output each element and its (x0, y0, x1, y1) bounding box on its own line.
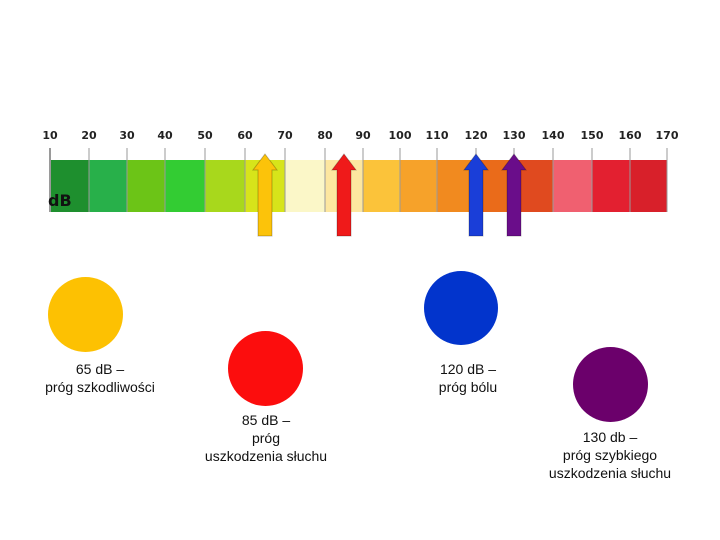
caption-65db: 65 dB – próg szkodliwości (10, 360, 190, 396)
scale-segment (553, 160, 592, 212)
arrow-65db-icon (252, 153, 278, 237)
scale-tick-label: 130 (503, 129, 526, 142)
marker-circle-130db (573, 347, 648, 422)
scale-arrows (252, 153, 527, 237)
scale-segment (165, 160, 205, 212)
scale-segment (205, 160, 245, 212)
marker-circle-120db (424, 271, 498, 345)
arrow-85db-icon (331, 153, 357, 237)
unit-label: dB (48, 191, 72, 210)
scale-tick-label: 120 (465, 129, 488, 142)
caption-65db-line-2: próg szkodliwości (45, 379, 155, 395)
scale-tick-label: 150 (581, 129, 604, 142)
scale-color-bar (50, 160, 667, 212)
caption-130db-line-3: uszkodzenia słuchu (548, 465, 672, 481)
caption-130db: 130 db – próg szybkiego uszkodzenia słuc… (520, 428, 700, 482)
caption-130db-line-2: próg szybkiego (562, 447, 658, 463)
arrow-130db-icon (501, 153, 527, 237)
scale-segment (592, 160, 630, 212)
scale-tick-label: 30 (119, 129, 135, 142)
caption-65db-line-1: 65 dB – (75, 361, 125, 377)
scale-tick-labels: 10 20 30 40 50 60 70 80 90 100 110 120 130 140 150 160 1… (42, 129, 678, 142)
scale-tick-label: 90 (355, 129, 371, 142)
scale-tick-label: 50 (197, 129, 213, 142)
marker-circle-85db (228, 331, 303, 406)
caption-85db-line-2: próg (251, 430, 281, 446)
scale-segment (630, 160, 667, 212)
scale-tick-label: 60 (237, 129, 253, 142)
scale-segment (89, 160, 127, 212)
scale-tick-label: 110 (426, 129, 449, 142)
caption-130db-line-1: 130 db – (582, 429, 638, 445)
scale-tick-label: 70 (277, 129, 293, 142)
caption-120db-line-1: 120 dB – (439, 361, 497, 377)
scale-segment (285, 160, 325, 212)
scale-tick-label: 40 (157, 129, 173, 142)
caption-85db-line-1: 85 dB – (241, 412, 291, 428)
decibel-scale: 10 20 30 40 50 60 70 80 90 100 110 120 130 140 150 160 1… (42, 129, 679, 237)
scale-tick-label: 80 (317, 129, 333, 142)
scale-tick-label: 160 (619, 129, 642, 142)
scale-segment (363, 160, 400, 212)
caption-120db: 120 dB – próg bólu (378, 360, 558, 396)
scale-tick-label: 170 (656, 129, 679, 142)
caption-85db: 85 dB – próg uszkodzenia słuchu (176, 411, 356, 465)
scale-tick-label: 20 (81, 129, 97, 142)
scale-tick-label: 10 (42, 129, 58, 142)
scale-segment (50, 160, 89, 212)
caption-85db-line-3: uszkodzenia słuchu (204, 448, 328, 464)
scale-segment (400, 160, 437, 212)
scale-segment (127, 160, 165, 212)
marker-circle-65db (48, 277, 123, 352)
scale-tick-label: 140 (542, 129, 565, 142)
arrow-120db-icon (463, 153, 489, 237)
scale-tick-label: 100 (389, 129, 412, 142)
caption-120db-line-2: próg bólu (438, 379, 498, 395)
